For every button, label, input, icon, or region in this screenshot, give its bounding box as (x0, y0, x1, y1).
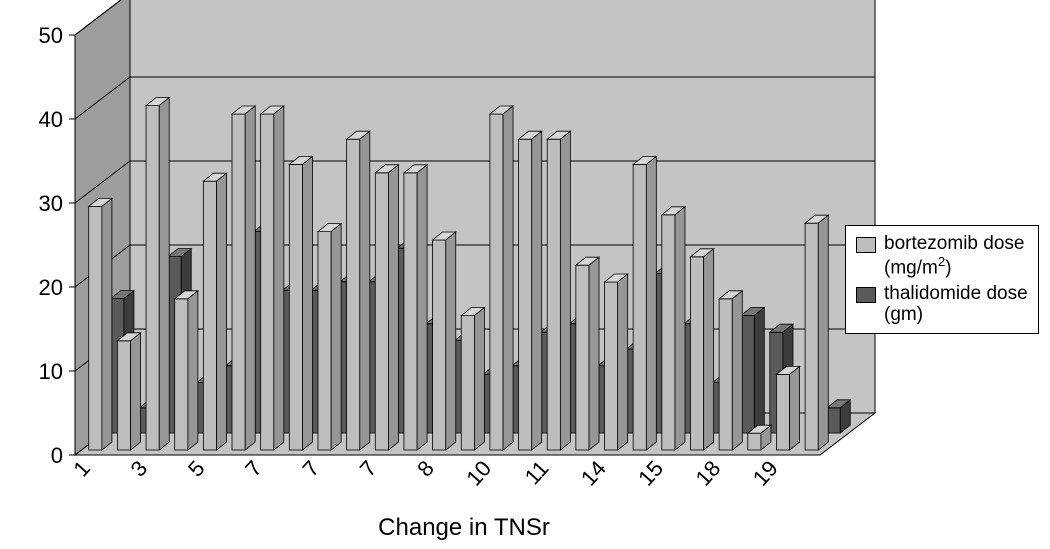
svg-text:0: 0 (51, 443, 63, 468)
svg-text:50: 50 (39, 23, 63, 48)
svg-text:7: 7 (297, 456, 324, 482)
svg-text:7: 7 (355, 456, 382, 482)
svg-text:10: 10 (39, 359, 63, 384)
svg-text:Change in TNSr: Change in TNSr (378, 514, 550, 541)
chart-container: 0 10 20 30 40 50 1 3 5 7 7 7 8 10 11 14 15 18 19 Change in … (0, 0, 1050, 549)
legend-label: bortezomib dose (mg/m2) (884, 234, 1024, 278)
svg-text:30: 30 (39, 191, 63, 216)
legend-swatch (856, 237, 876, 253)
svg-text:5: 5 (183, 456, 210, 482)
svg-text:3: 3 (126, 456, 153, 482)
svg-text:11: 11 (520, 456, 554, 490)
svg-text:8: 8 (412, 456, 439, 482)
svg-text:1: 1 (68, 456, 95, 482)
legend-item: bortezomib dose (mg/m2) (856, 234, 1028, 278)
svg-text:18: 18 (690, 456, 725, 491)
svg-text:10: 10 (461, 456, 496, 491)
svg-text:7: 7 (240, 456, 267, 482)
legend: bortezomib dose (mg/m2) thalidomide dose … (845, 225, 1039, 334)
legend-swatch (856, 287, 876, 303)
svg-text:20: 20 (39, 275, 63, 300)
svg-text:15: 15 (633, 456, 668, 491)
svg-text:40: 40 (39, 107, 63, 132)
svg-text:14: 14 (576, 456, 611, 491)
legend-label: thalidomide dose (gm) (884, 284, 1028, 325)
legend-item: thalidomide dose (gm) (856, 284, 1028, 325)
svg-text:19: 19 (748, 456, 783, 491)
